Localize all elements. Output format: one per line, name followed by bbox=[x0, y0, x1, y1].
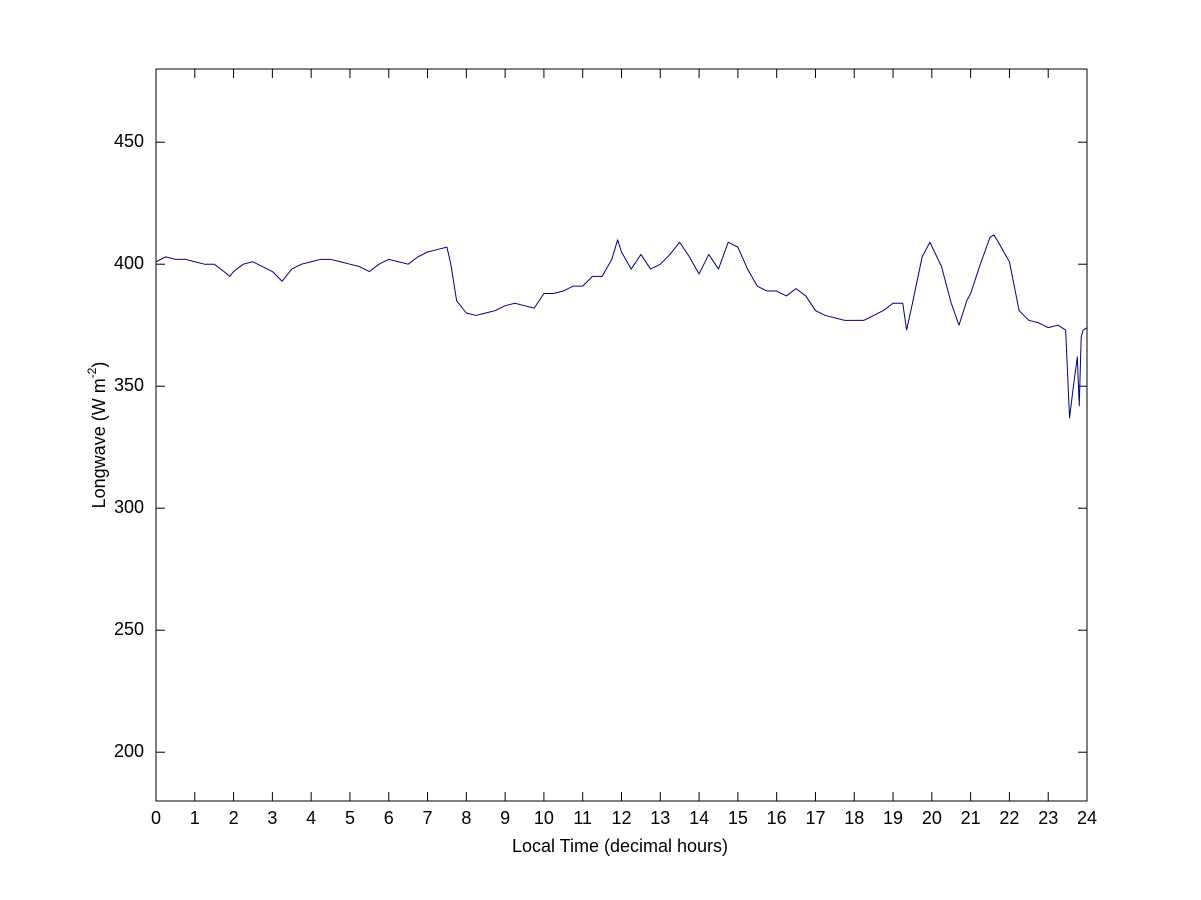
x-tick-label: 4 bbox=[306, 808, 316, 828]
y-tick-label: 300 bbox=[114, 497, 144, 517]
x-tick-label: 17 bbox=[805, 808, 825, 828]
x-tick-label: 6 bbox=[384, 808, 394, 828]
x-tick-label: 15 bbox=[728, 808, 748, 828]
x-tick-label: 20 bbox=[922, 808, 942, 828]
y-axis-label-suffix: ) bbox=[89, 362, 109, 368]
x-tick-label: 18 bbox=[844, 808, 864, 828]
x-tick-label: 16 bbox=[767, 808, 787, 828]
y-axis-label: Longwave (W m-2) bbox=[85, 362, 109, 509]
x-tick-label: 9 bbox=[500, 808, 510, 828]
x-tick-label: 1 bbox=[190, 808, 200, 828]
x-tick-label: 22 bbox=[999, 808, 1019, 828]
x-tick-label: 2 bbox=[229, 808, 239, 828]
y-tick-label: 400 bbox=[114, 253, 144, 273]
y-axis-label-superscript: -2 bbox=[85, 367, 99, 378]
x-tick-label: 12 bbox=[611, 808, 631, 828]
y-tick-label: 450 bbox=[114, 131, 144, 151]
x-tick-label: 3 bbox=[267, 808, 277, 828]
x-tick-label: 14 bbox=[689, 808, 709, 828]
x-tick-label: 7 bbox=[423, 808, 433, 828]
x-tick-label: 24 bbox=[1077, 808, 1097, 828]
data-line bbox=[155, 234, 1088, 419]
y-tick-label: 350 bbox=[114, 375, 144, 395]
x-tick-label: 0 bbox=[151, 808, 161, 828]
x-tick-label: 5 bbox=[345, 808, 355, 828]
x-tick-label: 23 bbox=[1038, 808, 1058, 828]
y-tick-label: 200 bbox=[114, 741, 144, 761]
y-tick-label: 250 bbox=[114, 619, 144, 639]
x-tick-label: 13 bbox=[650, 808, 670, 828]
x-axis-label: Local Time (decimal hours) bbox=[512, 836, 728, 856]
x-tick-label: 19 bbox=[883, 808, 903, 828]
x-tick-label: 21 bbox=[961, 808, 981, 828]
y-axis-label-main: Longwave (W m bbox=[89, 378, 109, 508]
x-tick-label: 8 bbox=[461, 808, 471, 828]
x-tick-label: 10 bbox=[534, 808, 554, 828]
x-tick-label: 11 bbox=[573, 808, 592, 828]
